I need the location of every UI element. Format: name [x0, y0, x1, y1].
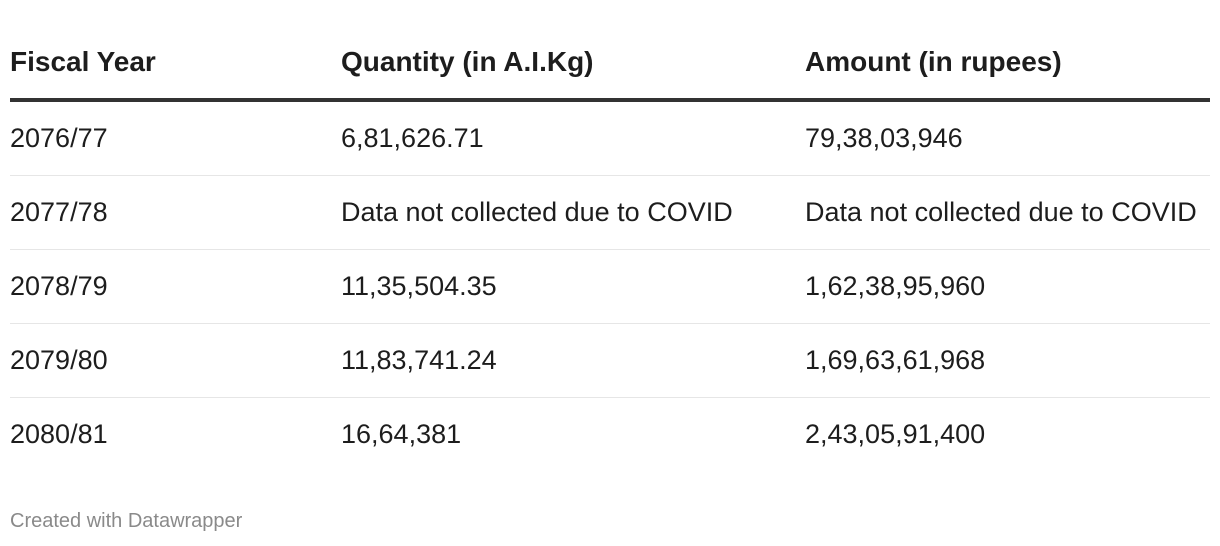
cell-amount: 2,43,05,91,400 [805, 419, 986, 449]
cell-quantity: 11,83,741.24 [341, 323, 805, 398]
cell-amount: Data not collected due to COVID [805, 175, 1210, 250]
column-header-quantity: Quantity (in A.I.Kg) [341, 26, 805, 102]
table-row: 2077/78 Data not collected due to COVID … [10, 175, 1210, 250]
cell-quantity: 11,35,504.35 [341, 249, 805, 324]
column-header-fiscal-year: Fiscal Year [10, 26, 341, 102]
column-header-amount: Amount (in rupees) [805, 26, 1210, 102]
cell-quantity: Data not collected due to COVID [341, 175, 805, 250]
table-row: 2076/77 6,81,626.71 79,38,03,946 [10, 100, 1210, 176]
table-header-row: Fiscal Year Quantity (in A.I.Kg) Amount … [10, 26, 1210, 102]
cell-amount: 1,69,63,61,968 [805, 323, 1210, 398]
table-row: 2078/79 11,35,504.35 1,62,38,95,960 [10, 249, 1210, 324]
cell-quantity: 6,81,626.71 [341, 100, 805, 176]
cell-fiscal-year: 2078/79 [10, 249, 341, 324]
table-row: 2079/80 11,83,741.24 1,69,63,61,968 [10, 323, 1210, 398]
cell-fiscal-year: 2079/80 [10, 323, 341, 398]
datawrapper-credit: Created with Datawrapper [10, 510, 243, 532]
cell-quantity: 16,64,381 [341, 419, 462, 449]
cell-amount: 79,38,03,946 [805, 100, 1210, 176]
data-table-container: Fiscal Year Quantity (in A.I.Kg) Amount … [10, 26, 1210, 471]
data-table: Fiscal Year Quantity (in A.I.Kg) Amount … [10, 26, 1210, 471]
cell-fiscal-year: 2077/78 [10, 175, 341, 250]
cell-fiscal-year: 2076/77 [10, 100, 341, 176]
table-row: 2080/81 16,64,381 2,43,05,91,400 [10, 398, 1210, 472]
cell-amount: 1,62,38,95,960 [805, 249, 1210, 324]
cell-fiscal-year: 2080/81 [10, 419, 108, 449]
